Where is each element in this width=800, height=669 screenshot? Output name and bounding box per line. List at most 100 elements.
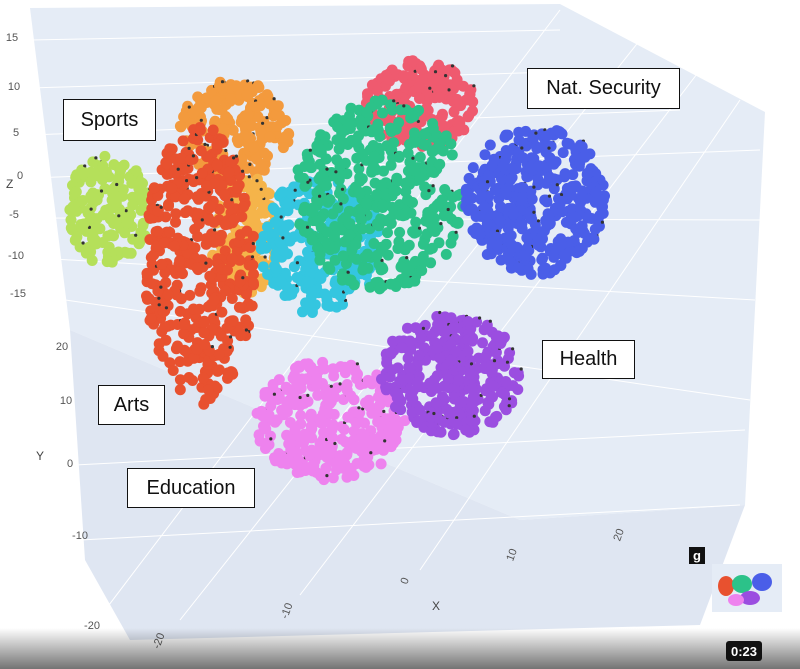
point xyxy=(561,185,573,197)
point xyxy=(453,374,465,386)
point xyxy=(285,444,297,456)
point-label-dot xyxy=(559,193,564,197)
thumb-blob xyxy=(732,575,752,593)
point xyxy=(241,225,253,237)
point xyxy=(209,234,221,246)
point-label-dot xyxy=(306,180,310,184)
point xyxy=(323,299,335,311)
point-label-dot xyxy=(244,328,248,332)
point xyxy=(277,186,288,198)
point xyxy=(393,151,405,163)
point xyxy=(141,267,153,279)
point xyxy=(451,418,463,430)
point xyxy=(513,370,525,382)
point xyxy=(554,126,566,138)
point xyxy=(315,144,327,155)
point xyxy=(377,107,388,119)
floor xyxy=(70,330,745,640)
point xyxy=(159,267,171,279)
point xyxy=(386,201,398,213)
point-label-dot xyxy=(357,406,361,410)
point xyxy=(252,111,264,123)
point xyxy=(433,59,445,71)
point xyxy=(462,316,474,327)
point xyxy=(462,188,474,200)
point-label-dot xyxy=(224,148,228,153)
x-axis-title: X xyxy=(432,599,440,613)
point xyxy=(569,211,581,223)
point xyxy=(341,384,353,396)
point xyxy=(366,407,378,419)
point xyxy=(233,301,245,313)
point xyxy=(174,374,186,386)
point-label-dot xyxy=(450,64,455,68)
point xyxy=(409,165,421,177)
point xyxy=(499,131,511,143)
point-label-dot xyxy=(157,296,161,300)
point xyxy=(417,238,429,250)
point xyxy=(495,254,507,266)
point-label-dot xyxy=(334,170,338,174)
point xyxy=(415,332,427,344)
point xyxy=(333,143,345,155)
point xyxy=(581,211,593,223)
y-tick-label: -10 xyxy=(72,530,88,542)
point xyxy=(332,121,343,133)
point-label-dot xyxy=(241,169,245,173)
point xyxy=(326,424,338,436)
point xyxy=(247,277,259,289)
point xyxy=(387,335,399,347)
point xyxy=(557,147,569,159)
point xyxy=(321,180,332,191)
point xyxy=(414,404,426,416)
point xyxy=(259,147,270,159)
point-label-dot xyxy=(265,116,269,120)
point xyxy=(148,182,160,194)
point xyxy=(344,119,355,131)
point xyxy=(199,339,211,350)
point xyxy=(200,233,212,245)
point xyxy=(505,230,517,241)
point xyxy=(222,367,234,379)
point xyxy=(270,108,282,120)
point xyxy=(101,256,113,268)
point xyxy=(153,338,165,350)
point xyxy=(284,235,296,247)
point xyxy=(119,227,131,239)
point xyxy=(204,270,216,282)
point xyxy=(445,312,457,324)
point xyxy=(338,424,350,435)
point xyxy=(556,239,568,250)
minimap-thumbnail[interactable] xyxy=(712,564,782,612)
point xyxy=(361,106,373,118)
z-tick-label: -10 xyxy=(8,250,24,262)
point xyxy=(423,210,435,222)
point xyxy=(385,346,397,358)
point-label-dot xyxy=(89,207,93,211)
point xyxy=(512,262,524,274)
point xyxy=(385,441,397,453)
point xyxy=(375,458,387,470)
point xyxy=(188,352,200,364)
point-label-dot xyxy=(534,131,538,135)
point xyxy=(344,229,356,241)
y-axis-title: Y xyxy=(36,449,44,463)
point xyxy=(226,293,238,304)
z-tick-label: 5 xyxy=(13,127,19,139)
point xyxy=(356,223,368,235)
point xyxy=(410,216,422,228)
point xyxy=(213,364,225,376)
point xyxy=(526,193,538,205)
point xyxy=(336,433,348,445)
point xyxy=(590,187,602,198)
z-tick-label: -15 xyxy=(10,288,26,300)
point xyxy=(484,139,496,151)
point xyxy=(102,230,114,242)
point xyxy=(586,232,598,244)
point xyxy=(385,421,397,433)
point xyxy=(450,346,462,358)
point xyxy=(255,238,267,250)
point-label-dot xyxy=(318,194,322,198)
point xyxy=(271,414,283,426)
point xyxy=(536,254,548,266)
